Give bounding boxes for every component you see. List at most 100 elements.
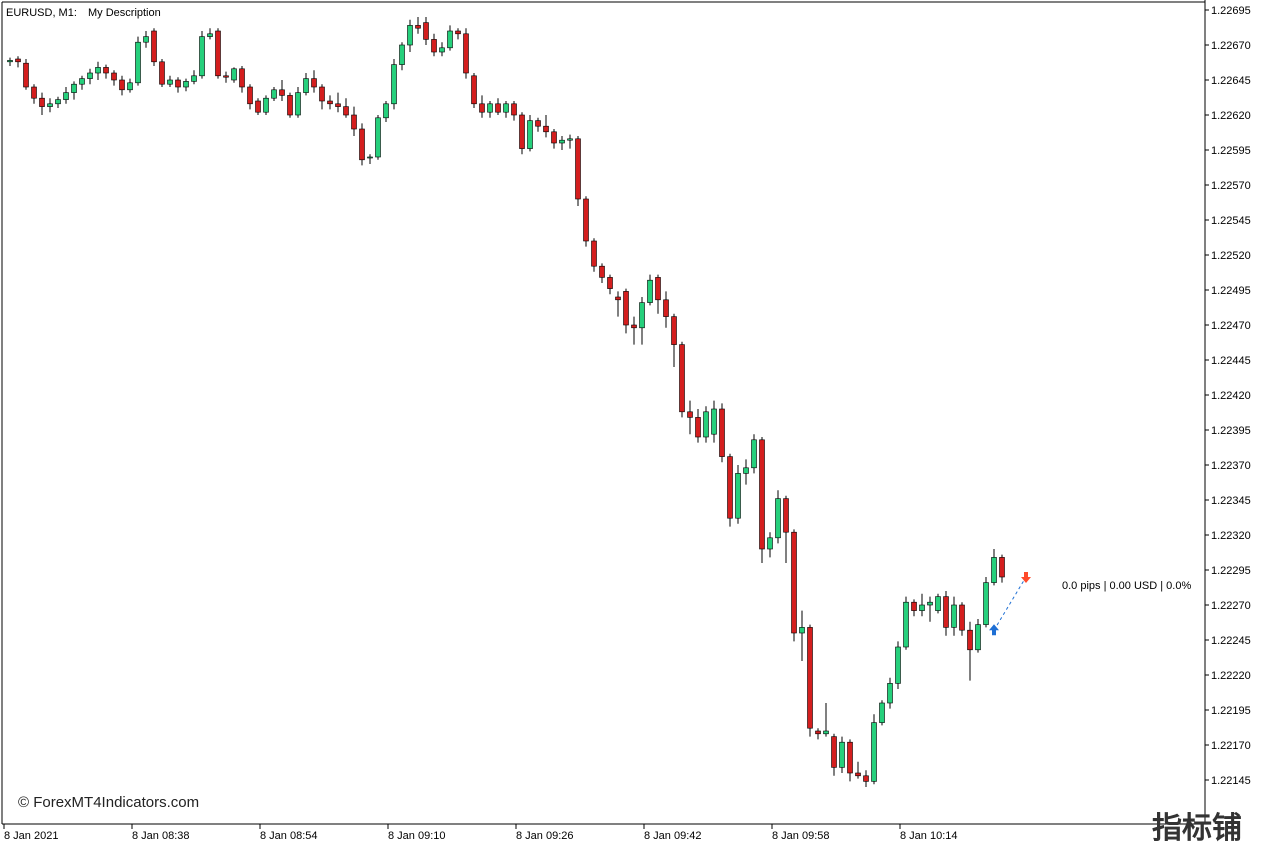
candle (759, 437, 765, 563)
candle-body-bull (367, 156, 373, 159)
price-tick-label: 1.22170 (1211, 740, 1251, 752)
candle-body-bull (199, 36, 205, 77)
candle-body-bull (447, 30, 453, 49)
candle-body-bear (959, 604, 965, 631)
candle-body-bull (143, 36, 149, 43)
candle (895, 641, 901, 689)
price-tick-label: 1.22595 (1211, 145, 1251, 157)
candle (679, 341, 685, 418)
candle-body-bear (583, 198, 589, 242)
candle-body-bull (71, 83, 77, 93)
candle (119, 75, 125, 96)
candle (431, 33, 437, 57)
candle-body-bear (215, 30, 221, 77)
candle-body-bull (983, 582, 989, 625)
candle-body-bull (951, 604, 957, 628)
candle (247, 84, 253, 110)
candle-body-bear (311, 78, 317, 88)
candle (511, 101, 517, 121)
candle (311, 70, 317, 93)
candle (415, 17, 421, 34)
price-tick-label: 1.22620 (1211, 110, 1251, 122)
price-tick-label: 1.22295 (1211, 565, 1251, 577)
candle-body-bull (895, 646, 901, 684)
candle (151, 28, 157, 66)
candle (975, 619, 981, 653)
candle (439, 42, 445, 57)
candle-body-bear (623, 291, 629, 326)
candle-body-bear (591, 240, 597, 267)
candle (215, 28, 221, 79)
candle-body-bear (159, 61, 165, 85)
candle-body-bear (631, 324, 637, 329)
candle (663, 291, 669, 328)
candle-body-bear (415, 25, 421, 29)
candle (351, 106, 357, 136)
candle (175, 77, 181, 93)
candle-body-bear (607, 277, 613, 289)
price-tick-label: 1.22495 (1211, 285, 1251, 297)
candle (799, 610, 805, 661)
price-tick-label: 1.22520 (1211, 250, 1251, 262)
time-axis[interactable]: 8 Jan 2021 8 Jan 08:38 8 Jan 08:54 8 Jan 09… (2, 823, 1205, 842)
candle-body-bear (335, 103, 341, 107)
price-tick-label: 1.22345 (1211, 495, 1251, 507)
candle (47, 98, 53, 113)
candle-body-bull (63, 92, 69, 100)
candle (911, 599, 917, 617)
candle (15, 56, 21, 68)
candle (55, 96, 61, 108)
candle (87, 68, 93, 85)
candle-body-bull (711, 408, 717, 435)
candle-body-bear (847, 741, 853, 774)
price-axis[interactable]: 1.22695 1.22670 1.22645 1.22620 1.22595 1.225… (1, 0, 1251, 824)
candle-body-bear (423, 22, 429, 40)
candle (919, 593, 925, 617)
candle (463, 28, 469, 79)
candle-body-bear (519, 114, 525, 149)
candle-body-bear (479, 103, 485, 113)
candle (855, 761, 861, 779)
candle (287, 92, 293, 118)
candle-body-bear (655, 277, 661, 301)
candle-body-bull (303, 78, 309, 93)
candle-body-bull (399, 44, 405, 65)
time-tick-label: 8 Jan 09:10 (388, 830, 446, 842)
candle (687, 400, 693, 435)
trade-connector-line (993, 576, 1027, 631)
candle-body-bear (783, 498, 789, 533)
candle-body-bull (775, 498, 781, 539)
candle-body-bull (823, 730, 829, 735)
candle (951, 596, 957, 636)
candle-body-bear (855, 772, 861, 777)
trade-markers (989, 572, 1031, 636)
candle (303, 73, 309, 96)
candle-body-bull (767, 537, 773, 550)
candle (983, 577, 989, 628)
candle-body-bear (463, 33, 469, 74)
price-tick-label: 1.22570 (1211, 180, 1251, 192)
candle-body-bull (919, 604, 925, 611)
candle-body-bull (799, 627, 805, 634)
candle-body-bull (375, 117, 381, 158)
chart-header-symbol: EURUSD, M1: (6, 7, 77, 19)
candle (167, 75, 173, 87)
candle (959, 602, 965, 636)
candle (391, 59, 397, 110)
price-tick-label: 1.22320 (1211, 530, 1251, 542)
candle-body-bear (999, 557, 1005, 578)
candle (455, 28, 461, 40)
price-tick-label: 1.22220 (1211, 670, 1251, 682)
candle-body-bull (735, 473, 741, 519)
candle (95, 61, 101, 80)
candle-body-bull (135, 41, 141, 84)
candle-body-bear (279, 89, 285, 96)
watermark-text: © ForexMT4Indicators.com (18, 794, 199, 811)
candle (487, 101, 493, 118)
chart-header-description: My Description (88, 7, 161, 19)
candle (23, 59, 29, 90)
candle (599, 263, 605, 283)
